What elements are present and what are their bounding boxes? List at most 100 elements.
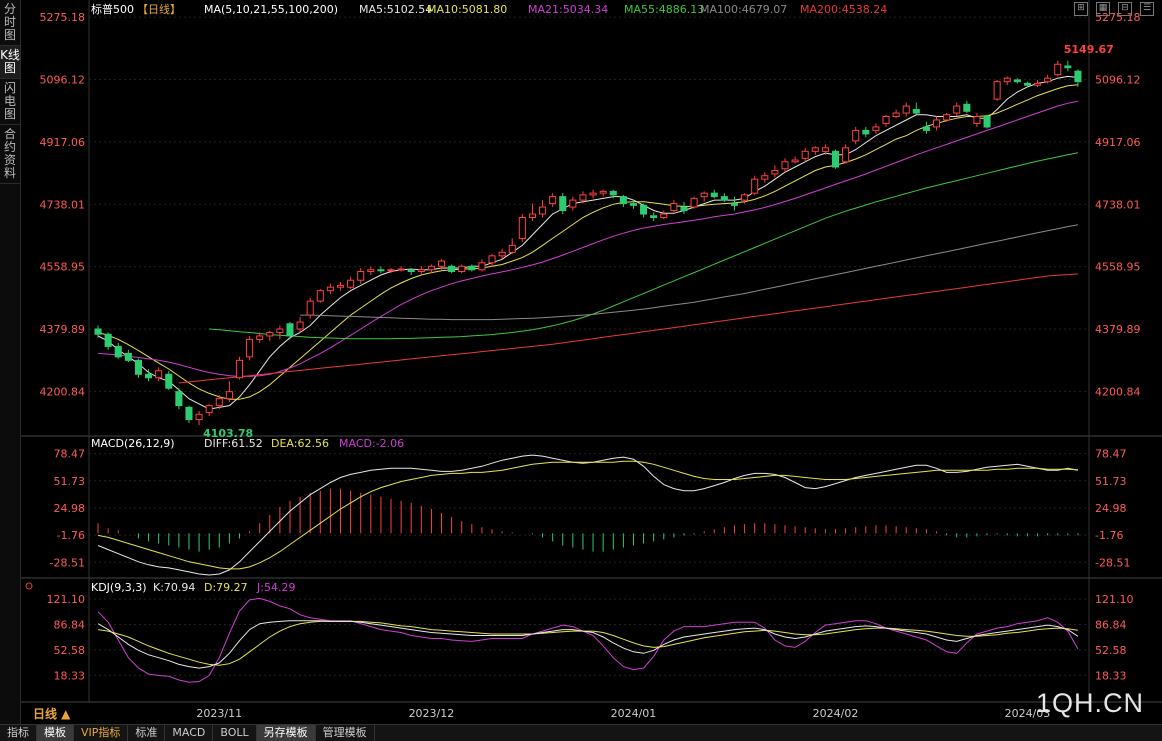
macd-tick-left: 78.47 [54, 448, 86, 461]
moving-average-lines [97, 75, 1079, 410]
sidebar-item-timeshare[interactable]: 分时图 [0, 0, 20, 46]
ma-line-ma21 [98, 100, 1079, 377]
kdj-tick-left: 18.33 [54, 669, 86, 682]
kdj-k-value: K:70.94 [153, 581, 195, 594]
candle-body [660, 213, 668, 219]
candle-body [1013, 79, 1021, 83]
chart-area[interactable]: 78.47 78.47 51.73 51.73 24.98 24.98 -1.76 -1.76… [21, 0, 1162, 724]
candle-body [741, 194, 749, 201]
tab-manage-template[interactable]: 管理模板 [316, 725, 375, 741]
candle-body [852, 129, 860, 142]
candle-body [195, 413, 203, 421]
kdj-tick-left: 52.58 [54, 644, 86, 657]
candle-body [296, 321, 304, 330]
ma-legend-value: MA10:5081.80 [427, 3, 507, 16]
candle-body [953, 105, 961, 114]
kdj-settings-icon [25, 582, 33, 590]
candle-body [225, 391, 233, 400]
tab-macd[interactable]: MACD [165, 725, 214, 741]
kdj-tick-right: 121.10 [1095, 593, 1134, 606]
candle-body [165, 373, 173, 389]
window-controls: ⊞ ▦ ⊟ ☰ [1074, 2, 1154, 16]
sidebar-item-kline[interactable]: K线图 [0, 46, 20, 79]
kdj-d-line [98, 620, 1078, 666]
grid-icon[interactable]: ▦ [1096, 2, 1110, 16]
candle-body [246, 338, 254, 358]
candle-body [882, 116, 890, 124]
candle-body [1034, 82, 1042, 86]
macd-tick-left: 24.98 [54, 502, 86, 515]
candle-body [619, 196, 627, 205]
date-label: 2024/02 [813, 707, 859, 720]
high-annotation: 5149.67 [1064, 43, 1114, 56]
date-label: 2023/11 [196, 707, 242, 720]
candle-body [670, 203, 678, 212]
candle-body [347, 279, 355, 288]
left-sidebar: 分时图 K线图 闪电图 合约资料 [0, 0, 21, 724]
candle-body [417, 269, 425, 273]
date-label: 2024/01 [611, 707, 657, 720]
chart-svg[interactable]: 78.47 78.47 51.73 51.73 24.98 24.98 -1.76 -1.76… [21, 0, 1162, 724]
candle-body [336, 284, 345, 288]
date-label: 2024/03 [1005, 707, 1051, 720]
candle-body [932, 119, 941, 128]
kdj-panel: 121.10 121.10 86.84 86.84 52.58 52.58 18.33 18.… [25, 581, 1134, 683]
macd-tick-right: -28.51 [1095, 556, 1130, 569]
candle-body [427, 265, 435, 271]
candle-body [145, 373, 153, 379]
macd-tick-left: -28.51 [50, 556, 85, 569]
candle-body [316, 290, 324, 302]
candle-body [104, 333, 112, 347]
candle-body [1054, 63, 1062, 76]
tab-template[interactable]: 模板 [37, 725, 74, 741]
kdj-j-value: J:54.29 [256, 581, 295, 594]
sidebar-item-contract[interactable]: 合约资料 [0, 125, 20, 184]
candle-body [781, 161, 789, 170]
menu-icon[interactable]: ☰ [1140, 2, 1154, 16]
candle-body [811, 147, 819, 152]
candle-body [114, 345, 122, 358]
candle-body [1074, 70, 1082, 83]
candle-body [730, 203, 739, 206]
ma-legend-label: MA(5,10,21,55,100,200) [204, 3, 338, 16]
candle-body [508, 244, 516, 253]
candle-body [448, 265, 456, 273]
price-tick-label-right: 4558.95 [1095, 261, 1141, 274]
macd-diff-value: DIFF:61.52 [204, 437, 263, 450]
candle-body [821, 147, 829, 152]
candle-body [155, 370, 163, 379]
bottom-toolbar: 指标 模板 VIP指标 标准 MACD BOLL 另存模板 管理模板 [0, 724, 1162, 741]
macd-panel: 78.47 78.47 51.73 51.73 24.98 24.98 -1.76 -1.76… [50, 437, 1130, 576]
layout-icon[interactable]: ⊞ [1074, 2, 1088, 16]
candle-body [387, 269, 395, 272]
candle-body [771, 169, 779, 175]
grid-lines [21, 0, 1162, 703]
price-tick-label-left: 4200.84 [40, 385, 86, 398]
macd-tick-right: 51.73 [1095, 475, 1127, 488]
price-tick-label-left: 4738.01 [40, 198, 86, 211]
candle-body [326, 286, 334, 292]
candle-body [963, 103, 971, 112]
candle-body [640, 204, 648, 215]
candle-body [377, 269, 385, 272]
candle-body [599, 190, 607, 194]
split-icon[interactable]: ⊟ [1118, 2, 1132, 16]
candle-body [488, 255, 496, 264]
kdj-tick-right: 86.84 [1095, 619, 1127, 632]
tab-vip-indicators[interactable]: VIP指标 [74, 725, 129, 741]
candle-body [680, 206, 688, 212]
candle-body [256, 335, 264, 340]
macd-tick-right: 24.98 [1095, 502, 1127, 515]
candle-body [1023, 82, 1031, 86]
candle-body [842, 147, 850, 163]
candle-body [650, 215, 658, 219]
period-label: 【日线】 [137, 2, 181, 16]
tab-save-template[interactable]: 另存模板 [256, 725, 316, 741]
candlestick-series [94, 60, 1082, 426]
tab-standard[interactable]: 标准 [128, 725, 166, 741]
tab-boll[interactable]: BOLL [213, 725, 257, 741]
ma-legend-value: MA55:4886.13 [624, 3, 704, 16]
tab-indicators[interactable]: 指标 [0, 725, 37, 741]
sidebar-item-flash[interactable]: 闪电图 [0, 79, 20, 125]
price-tick-label-left: 4558.95 [40, 261, 86, 274]
